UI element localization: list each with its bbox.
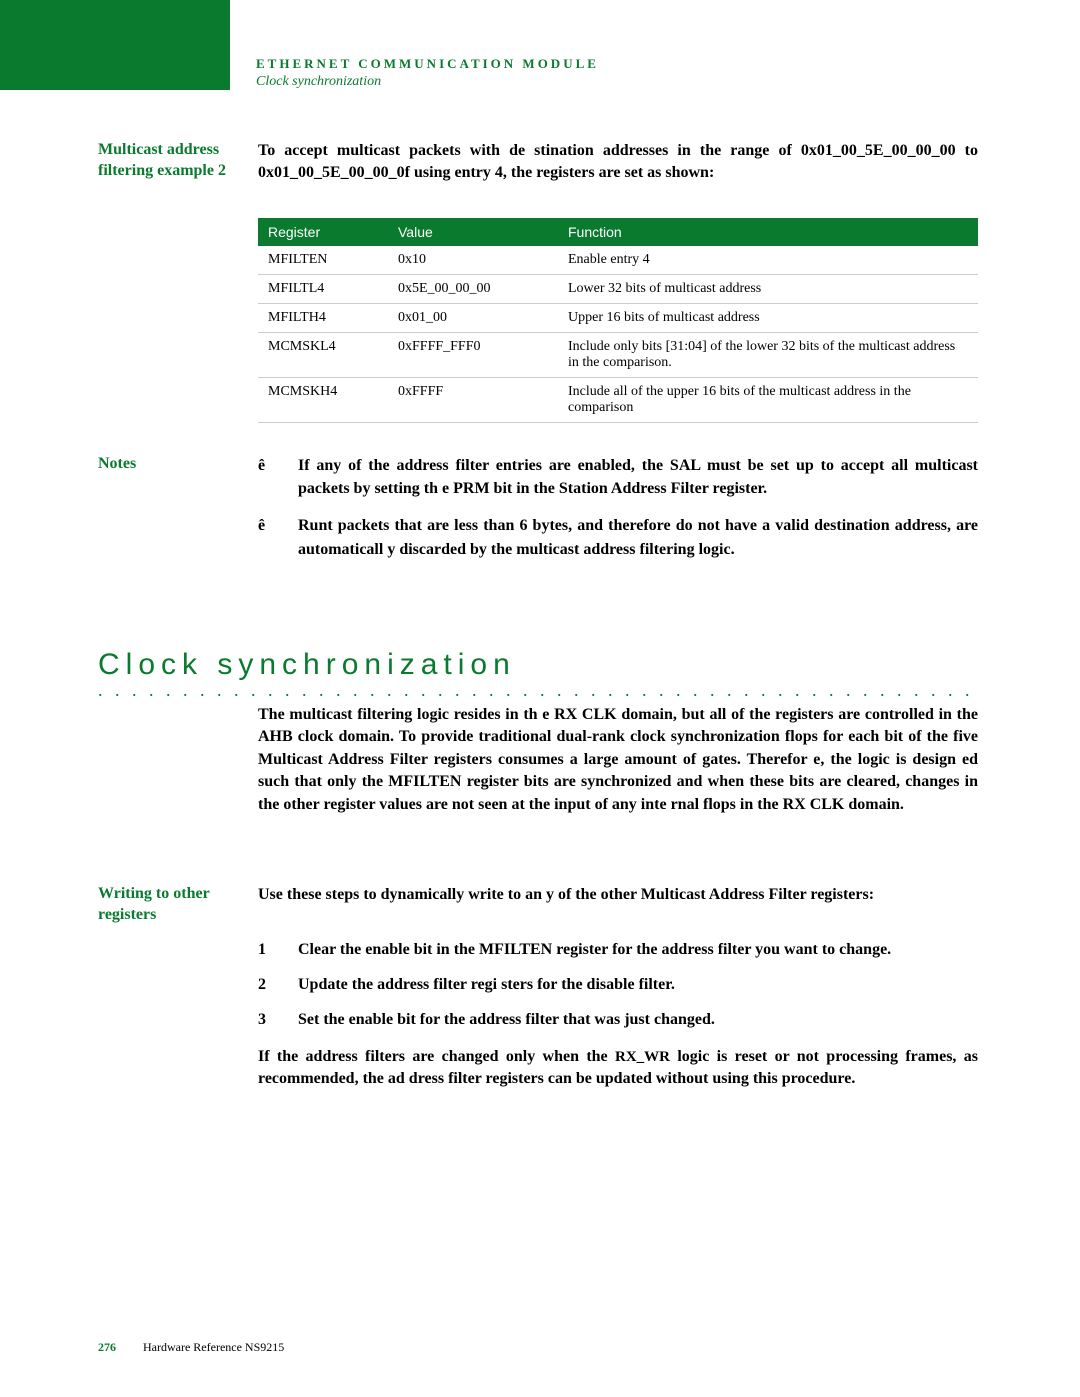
page-footer: 276 Hardware Reference NS9215	[98, 1340, 284, 1355]
table-row: MFILTH40x01_00Upper 16 bits of multicast…	[258, 304, 978, 333]
table-cell: Lower 32 bits of multicast address	[558, 275, 978, 304]
step-number: 1	[258, 938, 298, 961]
doc-title: Hardware Reference NS9215	[143, 1340, 284, 1354]
step-number: 2	[258, 973, 298, 996]
table-cell: 0xFFFF	[388, 378, 558, 423]
table-cell: MFILTL4	[258, 275, 388, 304]
example2-intro: To accept multicast packets with de stin…	[258, 140, 978, 185]
step-item: 2Update the address filter regi sters fo…	[258, 973, 978, 996]
note-text: If any of the address filter entries are…	[298, 454, 978, 500]
table-header-function: Function	[558, 218, 978, 246]
register-table: Register Value Function MFILTEN0x10Enabl…	[258, 218, 978, 423]
table-row: MFILTEN0x10Enable entry 4	[258, 246, 978, 275]
writing-tail: If the address filters are changed only …	[258, 1046, 978, 1091]
table-header-register: Register	[258, 218, 388, 246]
table-cell: MCMSKL4	[258, 333, 388, 378]
table-cell: MFILTEN	[258, 246, 388, 275]
step-number: 3	[258, 1008, 298, 1031]
dotted-rule: . . . . . . . . . . . . . . . . . . . . …	[98, 680, 978, 698]
table-cell: MFILTH4	[258, 304, 388, 333]
writing-label: Writing to other registers	[98, 884, 248, 926]
rx-wr-code: RX_WR	[615, 1049, 670, 1065]
table-cell: Upper 16 bits of multicast address	[558, 304, 978, 333]
header-green-block	[0, 0, 230, 90]
step-text: Update the address filter regi sters for…	[298, 973, 978, 996]
table-cell: 0x10	[388, 246, 558, 275]
table-cell: 0x5E_00_00_00	[388, 275, 558, 304]
steps-list: 1Clear the enable bit in the MFILTEN reg…	[258, 938, 978, 1032]
note-bullet: ê	[258, 454, 298, 500]
table-cell: Enable entry 4	[558, 246, 978, 275]
table-row: MCMSKH40xFFFFInclude all of the upper 16…	[258, 378, 978, 423]
module-subtitle: Clock synchronization	[256, 74, 381, 90]
note-text: Runt packets that are less than 6 bytes,…	[298, 514, 978, 560]
table-header-value: Value	[388, 218, 558, 246]
clock-sync-heading: Clock synchronization	[98, 648, 516, 682]
table-cell: 0x01_00	[388, 304, 558, 333]
step-text: Set the enable bit for the address filte…	[298, 1008, 978, 1031]
module-title: ETHERNET COMMUNICATION MODULE	[256, 56, 599, 72]
note-item: êRunt packets that are less than 6 bytes…	[258, 514, 978, 560]
note-item: êIf any of the address filter entries ar…	[258, 454, 978, 500]
step-item: 3Set the enable bit for the address filt…	[258, 1008, 978, 1031]
page-number: 276	[98, 1340, 116, 1354]
writing-intro: Use these steps to dynamically write to …	[258, 884, 978, 906]
writing-tail-pre: If the address filters are changed only …	[258, 1048, 615, 1065]
table-cell: 0xFFFF_FFF0	[388, 333, 558, 378]
example2-label: Multicast address filtering example 2	[98, 140, 248, 182]
table-cell: Include all of the upper 16 bits of the …	[558, 378, 978, 423]
table-row: MCMSKL40xFFFF_FFF0Include only bits [31:…	[258, 333, 978, 378]
notes-list: êIf any of the address filter entries ar…	[258, 454, 978, 561]
note-bullet: ê	[258, 514, 298, 560]
table-cell: MCMSKH4	[258, 378, 388, 423]
table-cell: Include only bits [31:04] of the lower 3…	[558, 333, 978, 378]
clock-sync-paragraph: The multicast filtering logic resides in…	[258, 704, 978, 816]
notes-label: Notes	[98, 454, 248, 475]
step-item: 1Clear the enable bit in the MFILTEN reg…	[258, 938, 978, 961]
table-row: MFILTL40x5E_00_00_00Lower 32 bits of mul…	[258, 275, 978, 304]
step-text: Clear the enable bit in the MFILTEN regi…	[298, 938, 978, 961]
